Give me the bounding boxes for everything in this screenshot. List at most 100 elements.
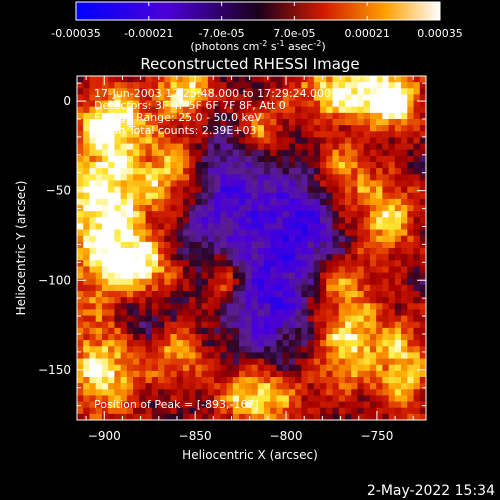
heatmap-cell <box>332 211 340 218</box>
heatmap-cell <box>351 229 358 237</box>
heatmap-cell <box>251 223 259 230</box>
heatmap-cell <box>89 340 97 347</box>
heatmap-cell <box>201 174 209 181</box>
heatmap-cell <box>344 315 352 323</box>
heatmap-cell <box>282 309 290 316</box>
heatmap-cell <box>245 223 252 230</box>
heatmap-cell <box>89 389 97 396</box>
heatmap-cell <box>170 186 178 194</box>
heatmap-cell <box>101 266 109 273</box>
heatmap-cell <box>120 229 128 237</box>
heatmap-cell <box>232 76 240 83</box>
heatmap-cell <box>101 395 109 402</box>
heatmap-cell <box>120 149 128 157</box>
heatmap-cell <box>189 211 196 218</box>
heatmap-cell <box>338 119 346 126</box>
heatmap-cell <box>313 131 321 138</box>
heatmap-cell <box>126 358 134 366</box>
heatmap-cell <box>413 401 421 409</box>
heatmap-cell <box>413 248 421 255</box>
heatmap-cell <box>263 340 271 347</box>
heatmap-cell <box>108 334 115 341</box>
heatmap-cell <box>139 174 146 181</box>
heatmap-cell <box>419 358 427 366</box>
heatmap-cell <box>320 272 327 280</box>
heatmap-cell <box>189 248 196 255</box>
heatmap-cell <box>307 248 315 255</box>
heatmap-cell <box>220 211 227 218</box>
heatmap-cell <box>220 266 227 273</box>
heatmap-cell <box>413 260 421 267</box>
heatmap-cell <box>108 125 115 132</box>
heatmap-cell <box>83 407 90 415</box>
heatmap-cell <box>120 106 128 114</box>
heatmap-cell <box>214 112 221 120</box>
heatmap-cell <box>145 82 153 89</box>
heatmap-cell <box>413 334 421 341</box>
heatmap-cell <box>276 211 284 218</box>
heatmap-cell <box>338 211 346 218</box>
heatmap-cell <box>419 340 427 347</box>
heatmap-cell <box>288 364 296 372</box>
heatmap-cell <box>276 346 284 353</box>
heatmap-cell <box>320 155 327 163</box>
heatmap-cell <box>251 254 259 261</box>
heatmap-cell <box>182 119 190 126</box>
heatmap-cell <box>232 211 240 218</box>
heatmap-cell <box>313 377 321 384</box>
heatmap-cell <box>245 192 252 200</box>
heatmap-cell <box>120 370 128 378</box>
heatmap-cell <box>288 143 296 151</box>
heatmap-cell <box>89 254 97 261</box>
heatmap-cell <box>232 272 240 280</box>
heatmap-cell <box>195 254 203 261</box>
heatmap-cell <box>257 334 265 341</box>
heatmap-cell <box>101 291 109 298</box>
heatmap-cell <box>170 309 178 316</box>
heatmap-cell <box>363 395 371 402</box>
heatmap-cell <box>351 217 358 224</box>
heatmap-cell <box>77 94 84 101</box>
heatmap-cell <box>301 309 308 316</box>
heatmap-cell <box>245 340 252 347</box>
heatmap-cell <box>357 211 365 218</box>
heatmap-cell <box>120 334 128 341</box>
heatmap-cell <box>332 131 340 138</box>
heatmap-cell <box>263 407 271 415</box>
heatmap-cell <box>114 137 122 144</box>
heatmap-cell <box>401 198 408 206</box>
heatmap-cell <box>326 137 333 144</box>
heatmap-cell <box>276 94 284 101</box>
heatmap-cell <box>182 192 190 200</box>
heatmap-cell <box>276 100 284 108</box>
heatmap-cell <box>369 315 377 323</box>
heatmap-cell <box>145 413 153 421</box>
heatmap-cell <box>170 112 178 120</box>
heatmap-cell <box>357 309 365 316</box>
x-tick-label: −800 <box>270 429 303 443</box>
heatmap-cell <box>214 211 221 218</box>
heatmap-cell <box>83 352 90 359</box>
heatmap-cell <box>108 235 115 243</box>
heatmap-cell <box>120 76 128 83</box>
heatmap-cell <box>89 229 97 237</box>
heatmap-cell <box>120 174 128 181</box>
heatmap-cell <box>320 291 327 298</box>
heatmap-cell <box>407 413 414 421</box>
heatmap-cell <box>77 192 84 200</box>
heatmap-cell <box>83 315 90 323</box>
heatmap-cell <box>207 413 215 421</box>
heatmap-cell <box>338 155 346 163</box>
heatmap-cell <box>407 162 414 169</box>
heatmap-cell <box>120 180 128 187</box>
heatmap-cell <box>207 88 215 95</box>
heatmap-cell <box>164 260 171 267</box>
heatmap-cell <box>245 143 252 151</box>
heatmap-cell <box>394 229 402 237</box>
heatmap-cell <box>145 309 153 316</box>
heatmap-cell <box>189 340 196 347</box>
heatmap-cell <box>226 149 234 157</box>
heatmap-cell <box>151 352 159 359</box>
heatmap-cell <box>108 76 115 83</box>
heatmap-cell <box>288 370 296 378</box>
